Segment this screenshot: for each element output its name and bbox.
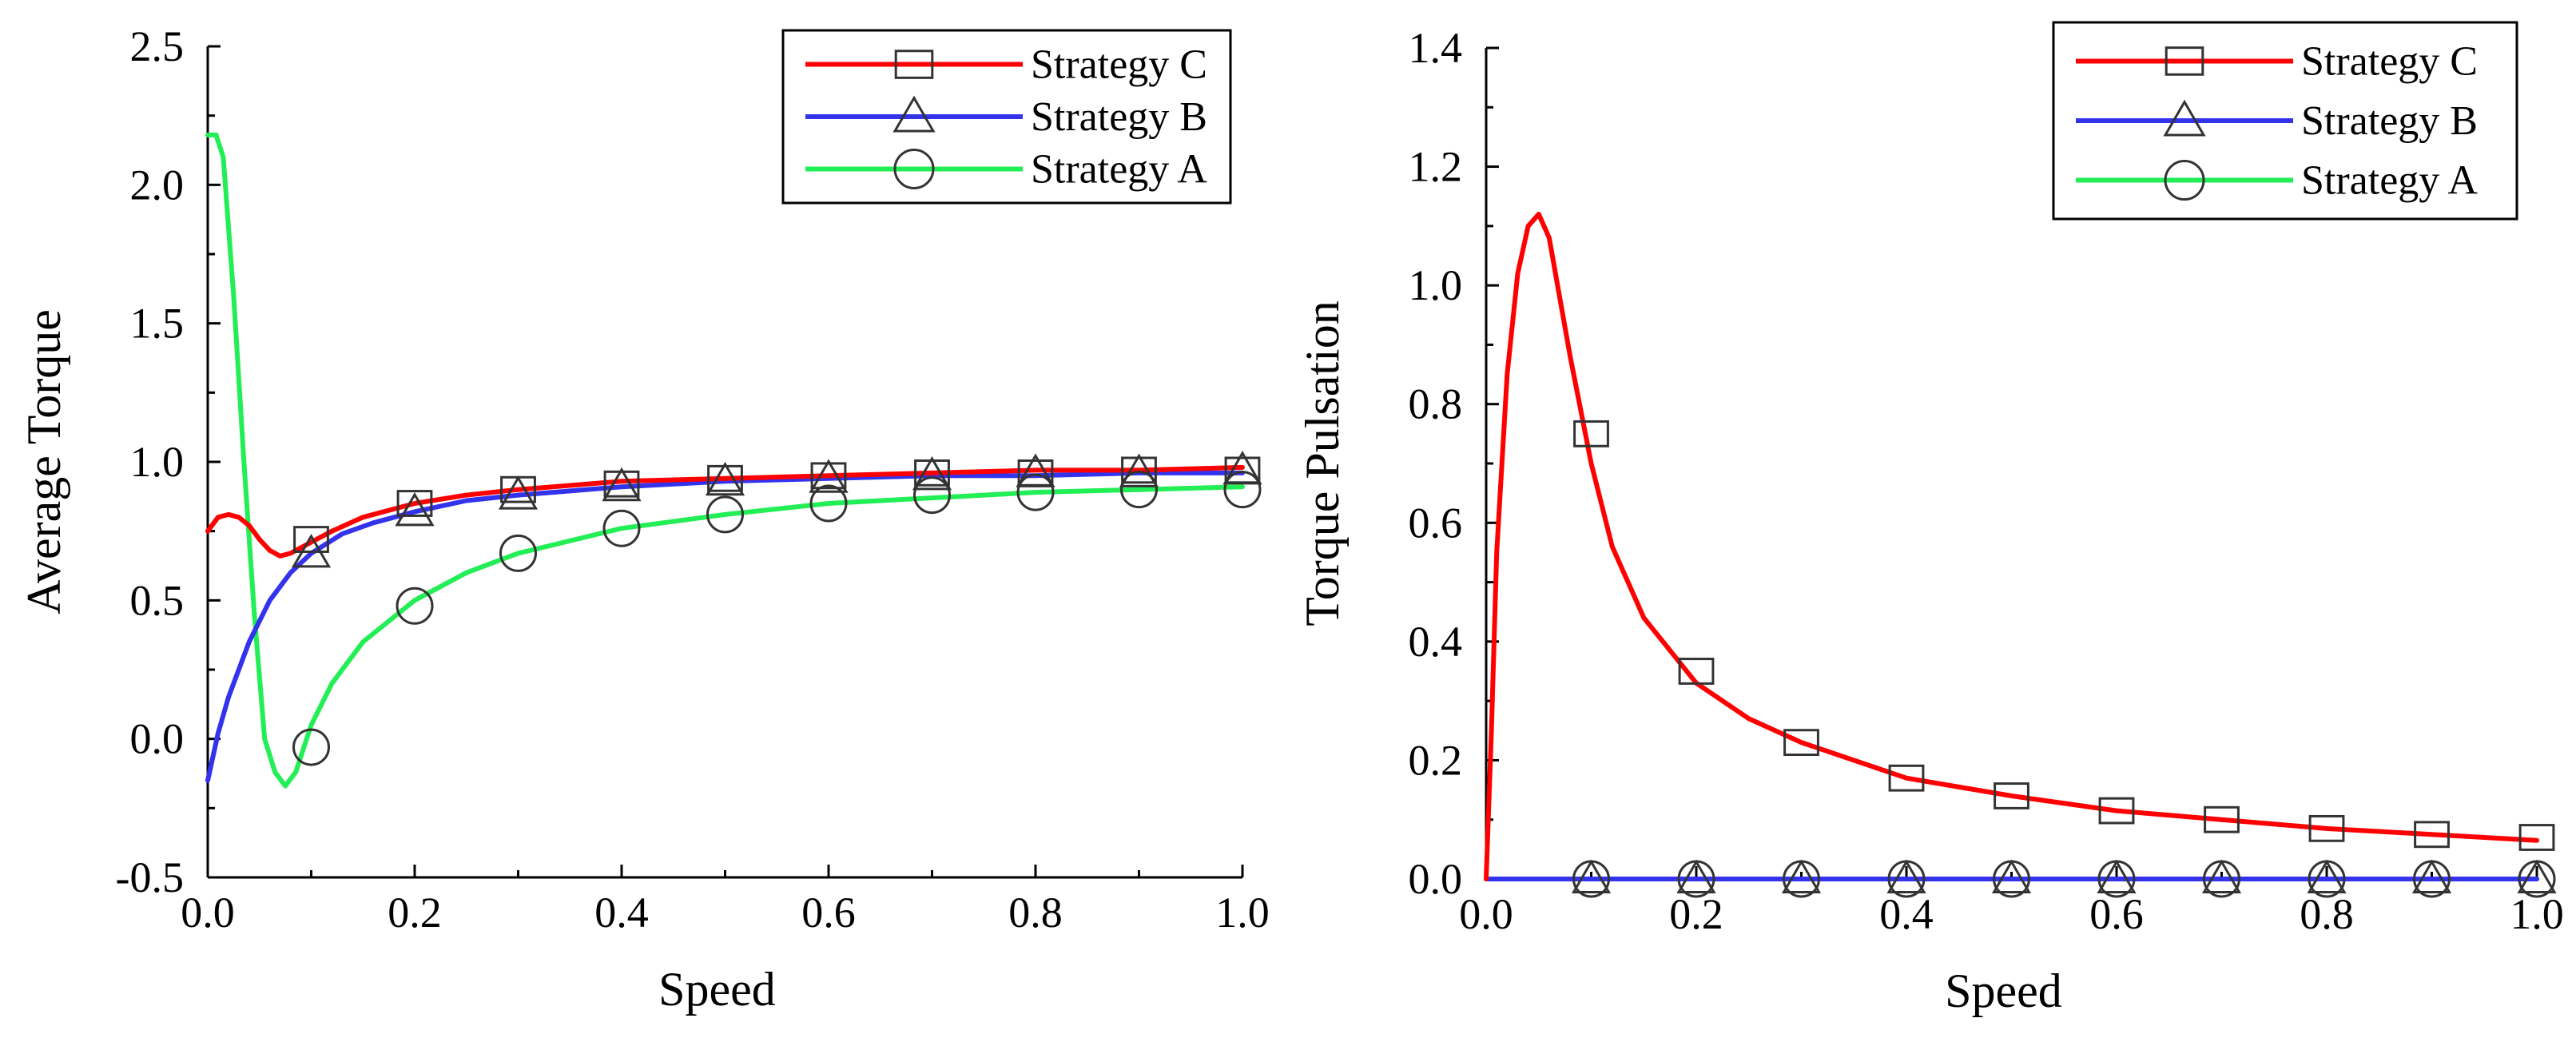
legend-marker-circle xyxy=(2164,160,2205,201)
y-tick-label: 2.0 xyxy=(130,161,185,209)
legend-marker-circle xyxy=(893,148,935,189)
data-point-circle xyxy=(292,728,330,766)
legend: Strategy C Strategy B Strategy A xyxy=(781,29,1232,205)
data-point-circle xyxy=(1223,471,1262,509)
x-axis-label: Speed xyxy=(1945,964,2062,1017)
x-tick-label: 0.6 xyxy=(2089,890,2144,938)
average-torque-chart: 0.0 0.2 0.4 0.6 0.8 1.0-0.50.00.51.01.52.02.5… xyxy=(18,22,1270,1016)
data-point-square xyxy=(707,464,743,492)
data-point-triangle xyxy=(2307,859,2347,893)
legend-marker-triangle xyxy=(2163,99,2206,137)
y-tick-label: 1.2 xyxy=(1409,143,1463,191)
legend-label: Strategy C xyxy=(1031,42,1207,88)
x-tick-label: 1.0 xyxy=(2510,890,2564,938)
data-point-triangle xyxy=(602,467,642,502)
data-point-square xyxy=(2518,824,2555,851)
data-point-square xyxy=(2098,797,2135,825)
series-line-square xyxy=(205,464,1245,559)
y-tick-label: 0.0 xyxy=(1409,855,1463,903)
x-tick-label: 0.4 xyxy=(1879,890,1934,938)
data-point-square xyxy=(1783,729,1819,757)
series-line-triangle xyxy=(205,470,1245,783)
x-tick-label: 1.0 xyxy=(1215,889,1270,937)
data-point-square xyxy=(293,526,329,553)
x-tick-label: 0.8 xyxy=(2300,890,2354,938)
series-line-square xyxy=(1484,212,2539,881)
legend-marker-triangle xyxy=(892,95,936,133)
x-tick-label: 0.0 xyxy=(181,889,235,937)
y-tick-label: 1.4 xyxy=(1409,24,1463,72)
data-point-triangle xyxy=(498,475,539,510)
data-point-triangle xyxy=(1676,859,1716,893)
data-point-square xyxy=(810,462,847,490)
data-point-triangle xyxy=(809,459,849,493)
x-tick-label: 0.2 xyxy=(1669,890,1723,938)
data-point-square xyxy=(500,475,536,503)
y-tick-label: 0.2 xyxy=(1409,736,1463,784)
data-point-circle xyxy=(396,587,434,625)
y-tick-label: -0.5 xyxy=(116,853,184,901)
legend-label: Strategy C xyxy=(2301,38,2478,84)
legend-label: Strategy B xyxy=(1031,94,1207,140)
data-point-square xyxy=(914,459,950,487)
legend-label: Strategy A xyxy=(1031,146,1207,192)
data-point-circle xyxy=(1016,473,1055,511)
data-point-circle xyxy=(602,509,641,547)
series-line-circle xyxy=(205,132,1245,789)
y-tick-label: 0.5 xyxy=(130,576,185,624)
data-point-triangle xyxy=(395,491,435,527)
data-point-circle xyxy=(1120,471,1158,509)
x-tick-label: 0.6 xyxy=(801,889,856,937)
data-point-square xyxy=(1017,459,1054,487)
legend-marker-square xyxy=(2165,46,2204,76)
data-point-triangle xyxy=(1886,859,1926,893)
y-tick-label: 0.0 xyxy=(130,715,185,763)
x-axis-label: Speed xyxy=(658,963,776,1016)
y-tick-label: 1.5 xyxy=(130,300,185,348)
data-point-triangle xyxy=(2411,859,2452,893)
x-tick-label: 0.0 xyxy=(1459,890,1513,938)
data-point-square xyxy=(2308,814,2345,842)
y-tick-label: 1.0 xyxy=(130,438,185,486)
data-point-square xyxy=(1573,420,1609,447)
y-tick-label: 2.5 xyxy=(130,22,185,70)
data-point-triangle xyxy=(2097,859,2137,893)
x-tick-label: 0.8 xyxy=(1008,889,1063,937)
data-point-triangle xyxy=(912,455,952,491)
x-tick-label: 0.4 xyxy=(594,889,649,937)
data-point-triangle xyxy=(1571,859,1612,893)
data-point-triangle xyxy=(1119,453,1159,487)
data-point-square xyxy=(1994,782,2029,809)
y-tick-label: 0.8 xyxy=(1409,380,1463,428)
data-point-square xyxy=(1678,658,1715,685)
data-point-square xyxy=(1888,764,1925,792)
data-point-square xyxy=(1121,456,1157,484)
y-axis-label: Average Torque xyxy=(18,309,70,614)
data-point-triangle xyxy=(1781,859,1822,893)
data-point-triangle xyxy=(705,461,745,496)
data-point-triangle xyxy=(2517,859,2557,893)
y-tick-label: 0.6 xyxy=(1409,499,1463,547)
data-point-square xyxy=(1224,456,1261,484)
data-point-triangle xyxy=(2201,859,2242,893)
y-axis-label: Torque Pulsation xyxy=(1296,300,1349,626)
data-point-square xyxy=(603,470,640,498)
data-point-square xyxy=(2414,821,2450,849)
legend-label: Strategy B xyxy=(2301,98,2478,144)
y-tick-label: 1.0 xyxy=(1409,261,1463,309)
data-point-circle xyxy=(499,534,537,572)
data-point-circle xyxy=(913,476,951,515)
x-tick-label: 0.2 xyxy=(388,889,442,937)
torque-pulsation-chart: 0.0 0.2 0.4 0.6 0.8 1.0 0.0 0.2 0.4 0.6 0.8 1.0 1.2 1… xyxy=(1296,21,2564,1017)
data-point-circle xyxy=(706,495,744,534)
data-point-square xyxy=(2204,805,2240,833)
data-point-square xyxy=(396,490,433,517)
legend-marker-square xyxy=(894,50,934,79)
data-point-triangle xyxy=(1991,859,2032,893)
y-tick-label: 0.4 xyxy=(1409,618,1463,666)
legend: Strategy C Strategy B Strategy A xyxy=(2052,21,2518,221)
legend-label: Strategy A xyxy=(2301,158,2478,204)
data-point-circle xyxy=(809,484,848,523)
